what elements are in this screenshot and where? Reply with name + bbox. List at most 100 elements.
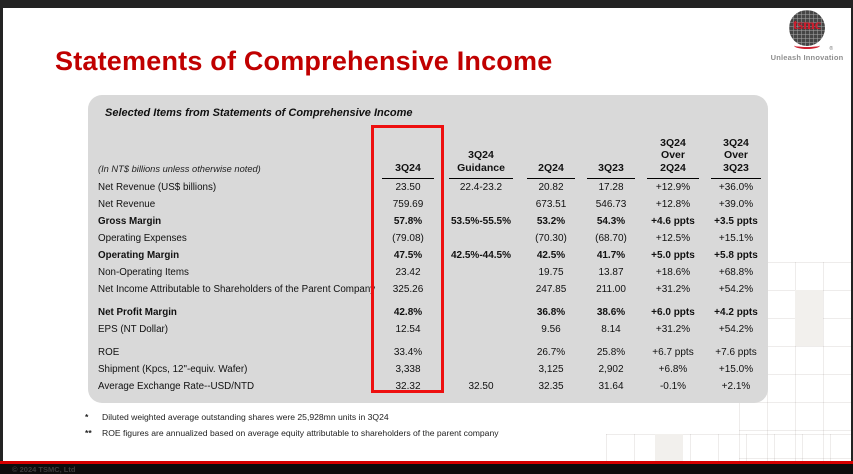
table-row: Average Exchange Rate--USD/NTD 32.32 32.50… [90,378,768,395]
table-cell: +3.5 ppts [714,216,758,227]
table-row: EPS (NT Dollar) 12.54 9.56 8.14 +31.2% +54.2% [90,321,768,338]
footnote-text: Diluted weighted average outstanding sha… [102,412,389,422]
table-row: Net Revenue 759.69 673.51 546.73 +12.8% +39.0… [90,196,768,213]
table-cell: +5.0 ppts [651,250,695,261]
table-row: Non-Operating Items 23.42 19.75 13.87 +18.6%… [90,264,768,281]
row-label: Net Revenue (US$ billions) [98,182,217,193]
table-row: Net Profit Margin 42.8% 36.8% 38.6% +6.0 ppt… [90,304,768,321]
column-header-underline [647,178,699,179]
table-cell: 31.64 [598,381,624,392]
column-header-line: 3Q23 [723,161,749,174]
table-cell: 47.5% [393,250,423,261]
logo-swoosh [794,42,820,49]
units-note-cell: (In NT$ billions unless otherwise noted) [90,125,375,179]
table-cell: 33.4% [393,347,423,358]
footer-red-line [0,461,853,464]
table-cell: 36.8% [536,307,566,318]
table-cell: 54.3% [596,216,626,227]
table-row: Net Income Attributable to Shareholders … [90,281,768,298]
column-header-line: 3Q24 [723,136,749,149]
column-header-line: 3Q24 [660,136,686,149]
table-cell: +15.0% [718,364,754,375]
table-cell: +54.2% [718,284,754,295]
table-cell: -0.1% [659,381,687,392]
column-header-line: Guidance [457,161,505,174]
table-cell: (70.30) [535,233,567,244]
table-cell: 12.54 [395,324,421,335]
table-cell: 673.51 [535,199,567,210]
table-row: Gross Margin 57.8% 53.5%-55.5% 53.2% 54.3% +4… [90,213,768,230]
brand-wordmark: tsmc [793,18,821,33]
table-cell: 247.85 [535,284,567,295]
table-row: Operating Margin 47.5% 42.5%-44.5% 42.5% 41.… [90,247,768,264]
table-cell: 42.5%-44.5% [450,250,512,261]
column-header-line: 2Q24 [538,161,564,174]
table-cell: +15.1% [718,233,754,244]
table-cell: +18.6% [655,267,691,278]
column-header-underline [587,178,635,179]
column-header-line: 3Q23 [598,161,624,174]
page-title: Statements of Comprehensive Income [55,46,553,76]
table-cell: 32.35 [538,381,564,392]
table-cell: 19.75 [538,267,564,278]
table-row: ROE 33.4% 26.7% 25.8% +6.7 ppts +7.6 ppts [90,344,768,361]
units-note: (In NT$ billions unless otherwise noted) [98,164,261,174]
income-statement-panel: Selected Items from Statements of Compre… [88,95,768,403]
footer-bar: © 2024 TSMC, Ltd [0,464,853,474]
row-label: Net Profit Margin [98,307,177,318]
logo-tagline: Unleash Innovation [770,53,844,62]
table-header-row: (In NT$ billions unless otherwise noted)… [90,125,768,179]
column-header-underline [711,178,761,179]
window-frame-right [851,0,853,474]
table-cell: 38.6% [596,307,626,318]
watermark-grid-bottom [606,434,851,462]
table-cell: 25.8% [596,347,626,358]
watermark-cell [795,290,823,346]
table-cell: 3,125 [538,364,564,375]
table-cell: +4.2 ppts [714,307,758,318]
table-cell: 325.26 [392,284,424,295]
table-cell: (79.08) [392,233,424,244]
table-cell: +31.2% [655,324,691,335]
table-cell: +12.9% [655,182,691,193]
table-cell: 41.7% [596,250,626,261]
table-cell: +12.8% [655,199,691,210]
row-label: ROE [98,347,120,358]
table-cell: 53.5%-55.5% [450,216,512,227]
column-header-line: Over [661,149,685,161]
footnote: * Diluted weighted average outstanding sh… [85,412,499,422]
row-label: Gross Margin [98,216,162,227]
column-header-underline [381,178,435,179]
column-header-underline [527,178,575,179]
table-cell: 23.42 [395,267,421,278]
column-header-3q24-over-2q24: 3Q24 Over 2Q24 [641,125,705,179]
table-cell: 8.14 [601,324,621,335]
wafer-icon: tsmc [789,10,825,46]
table-cell: 13.87 [598,267,624,278]
table-cell: 23.50 [395,182,421,193]
table-cell: +31.2% [655,284,691,295]
table-cell: 57.8% [393,216,423,227]
column-header-line: 3Q24 [395,161,421,174]
table-cell: 42.5% [536,250,566,261]
table-cell: 3,338 [395,364,421,375]
table-cell: 22.4-23.2 [459,182,503,193]
table-body: Net Revenue (US$ billions) 23.50 22.4-23.2… [90,179,768,395]
column-header-3q23: 3Q23 [581,125,641,179]
table-cell: +6.7 ppts [652,347,694,358]
table-row: Operating Expenses (79.08) (70.30) (68.70) +… [90,230,768,247]
table-row: Shipment (Kpcs, 12"-equiv. Wafer) 3,338 3,… [90,361,768,378]
table-cell: 211.00 [596,284,626,295]
table-cell: +2.1% [721,381,751,392]
column-header-line: 3Q24 [468,149,494,161]
registered-trademark: ® [829,46,833,52]
row-label: Non-Operating Items [98,267,189,278]
window-frame-left [0,0,3,474]
table-cell: 546.73 [595,199,627,210]
table-cell: +68.8% [718,267,754,278]
table-subtitle: Selected Items from Statements of Compre… [105,107,413,119]
table-cell: 20.82 [538,182,564,193]
column-header-underline [449,178,513,179]
table-cell: 32.50 [468,381,494,392]
